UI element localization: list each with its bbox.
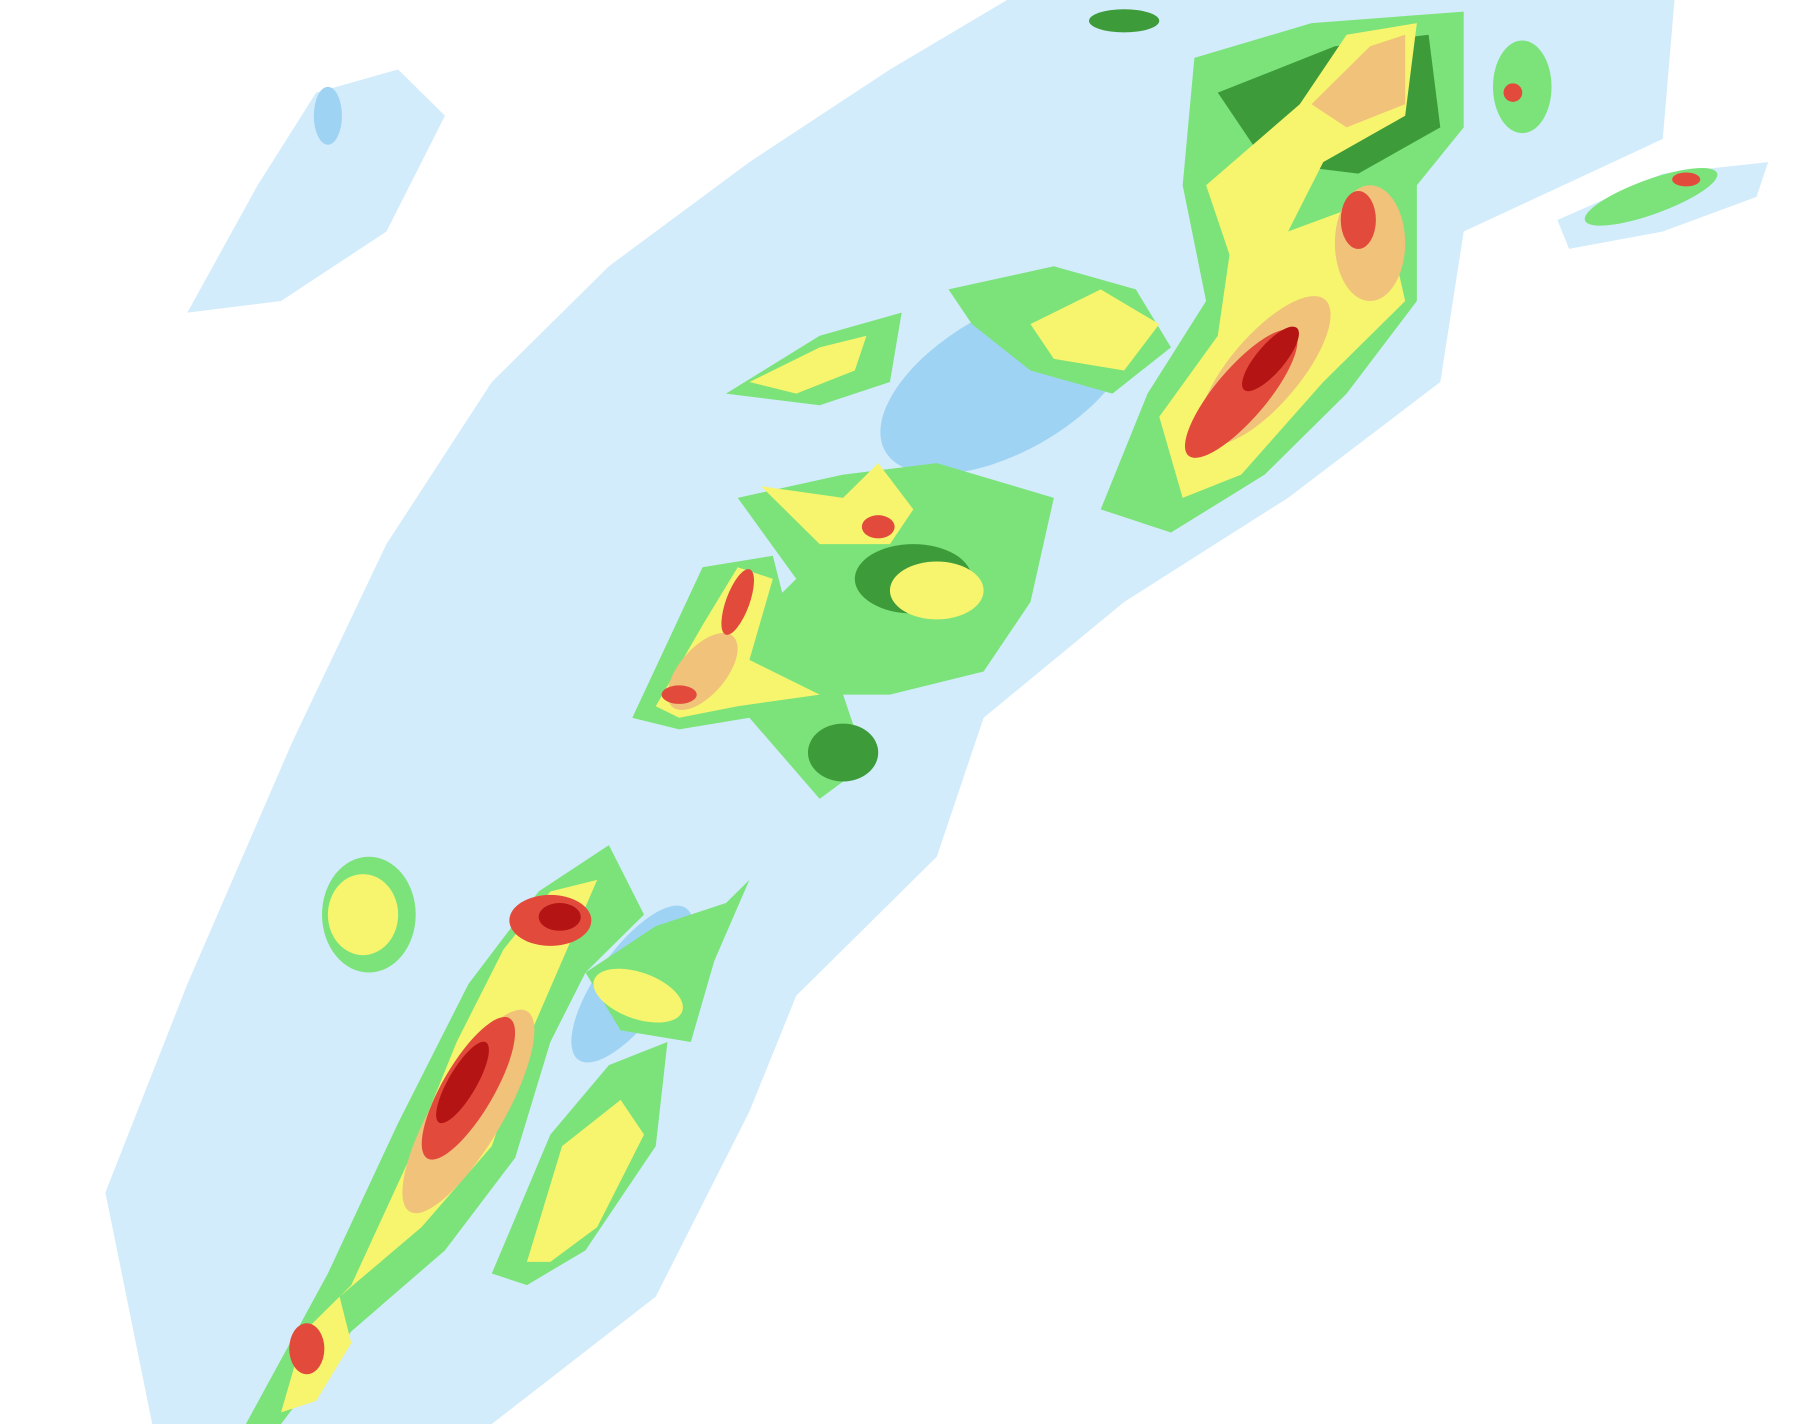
storm-core [289, 1323, 325, 1375]
extreme-rain-layer [436, 326, 1299, 1124]
storm-core [889, 561, 984, 620]
rain-cell [187, 69, 445, 313]
rain-cell [313, 86, 342, 145]
storm-core [861, 515, 895, 539]
storm-core [436, 1041, 489, 1124]
storm-cell [807, 723, 879, 782]
storm-core [526, 1099, 645, 1262]
storm-core [1242, 326, 1299, 392]
storm-core [1340, 191, 1376, 249]
storm-core [1311, 34, 1406, 128]
storm-cell [1089, 9, 1160, 33]
storm-core [661, 685, 697, 704]
storm-core [1503, 83, 1523, 102]
storm-core [593, 968, 683, 1023]
storm-core [1030, 289, 1160, 371]
storm-core [749, 335, 867, 394]
storm-core [721, 569, 755, 635]
storm-core [327, 874, 399, 956]
storm-cell [1492, 40, 1552, 134]
storm-core [538, 903, 581, 931]
storm-core [1672, 172, 1701, 187]
